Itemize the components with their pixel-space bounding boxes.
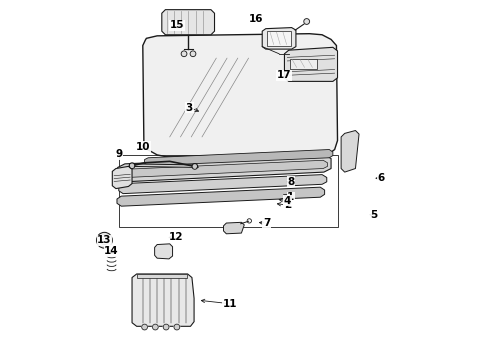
Polygon shape [162,10,215,35]
Text: 16: 16 [248,14,263,24]
Text: 2: 2 [284,200,291,210]
Text: 9: 9 [115,149,122,159]
Text: 12: 12 [169,232,183,242]
Bar [119,155,338,226]
Polygon shape [143,34,338,157]
Polygon shape [155,244,172,259]
Circle shape [131,164,133,167]
Text: 1: 1 [287,192,294,202]
Polygon shape [145,149,333,166]
Polygon shape [132,274,194,326]
Circle shape [194,165,196,168]
Bar [267,31,291,46]
Polygon shape [122,160,327,177]
Text: 17: 17 [276,70,291,80]
Polygon shape [129,164,198,167]
Polygon shape [223,222,245,234]
Polygon shape [137,274,187,278]
Circle shape [163,324,169,330]
Text: 15: 15 [170,20,184,30]
Polygon shape [117,187,324,206]
Text: 13: 13 [97,235,112,245]
Polygon shape [341,131,359,172]
Circle shape [190,51,196,57]
Circle shape [304,19,310,24]
Text: 4: 4 [284,196,291,206]
Text: 10: 10 [136,142,150,152]
Text: 14: 14 [104,246,119,256]
Circle shape [97,232,112,248]
Circle shape [142,324,147,330]
Polygon shape [285,47,338,81]
Text: 5: 5 [370,210,377,220]
Text: 11: 11 [222,299,237,309]
Text: 3: 3 [186,103,193,113]
Bar [290,59,317,69]
Circle shape [174,324,180,330]
Circle shape [152,324,158,330]
Polygon shape [118,155,331,182]
Polygon shape [112,166,132,189]
Circle shape [181,51,187,57]
Text: 6: 6 [378,173,385,183]
Text: 7: 7 [263,218,270,228]
Text: 8: 8 [287,177,294,187]
Polygon shape [119,175,327,194]
Polygon shape [262,28,296,49]
